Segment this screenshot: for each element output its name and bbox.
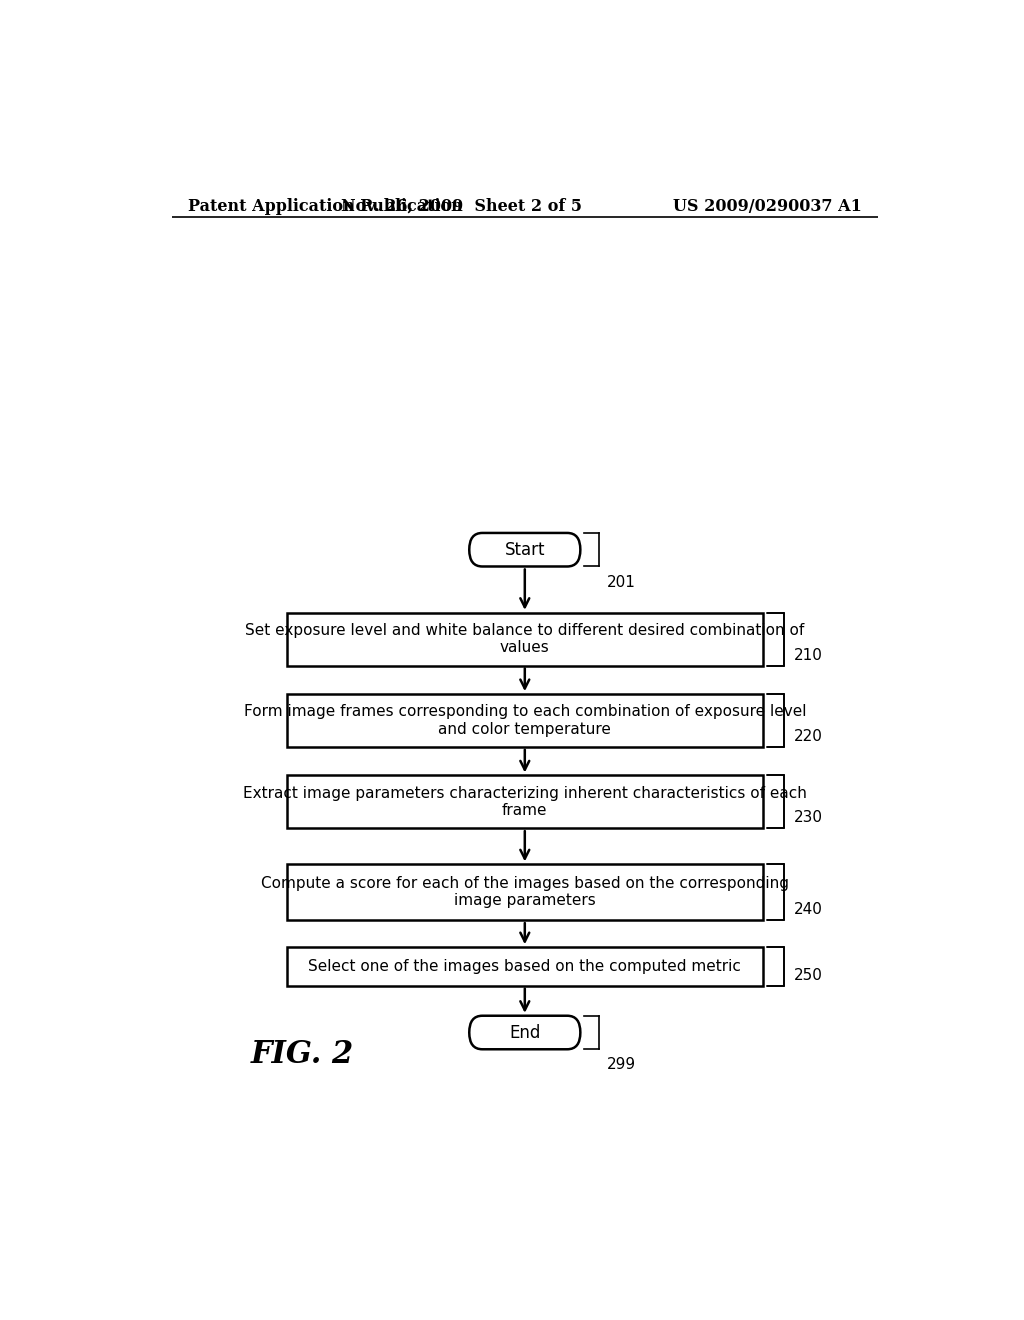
Text: Patent Application Publication: Patent Application Publication: [187, 198, 462, 215]
Text: End: End: [509, 1023, 541, 1041]
Bar: [287, 865, 763, 920]
Text: US 2009/0290037 A1: US 2009/0290037 A1: [673, 198, 862, 215]
Text: Start: Start: [505, 541, 545, 558]
FancyBboxPatch shape: [469, 1015, 581, 1049]
Text: Nov. 26, 2009  Sheet 2 of 5: Nov. 26, 2009 Sheet 2 of 5: [341, 198, 582, 215]
Text: Compute a score for each of the images based on the corresponding
image paramete: Compute a score for each of the images b…: [261, 876, 788, 908]
Text: 230: 230: [794, 810, 823, 825]
Bar: [287, 948, 763, 986]
Text: Extract image parameters characterizing inherent characteristics of each
frame: Extract image parameters characterizing …: [243, 785, 807, 818]
Bar: [287, 612, 763, 665]
Text: FIG. 2: FIG. 2: [251, 1039, 354, 1071]
FancyBboxPatch shape: [469, 533, 581, 566]
Text: Set exposure level and white balance to different desired combination of
values: Set exposure level and white balance to …: [245, 623, 805, 655]
Bar: [287, 775, 763, 828]
Text: 210: 210: [794, 648, 822, 663]
Text: 201: 201: [606, 574, 636, 590]
Text: 299: 299: [606, 1057, 636, 1072]
Text: 220: 220: [794, 729, 822, 744]
Text: Select one of the images based on the computed metric: Select one of the images based on the co…: [308, 958, 741, 974]
Text: 250: 250: [794, 968, 822, 982]
Bar: [287, 694, 763, 747]
Text: Form image frames corresponding to each combination of exposure level
and color : Form image frames corresponding to each …: [244, 705, 806, 737]
Text: 240: 240: [794, 902, 822, 917]
